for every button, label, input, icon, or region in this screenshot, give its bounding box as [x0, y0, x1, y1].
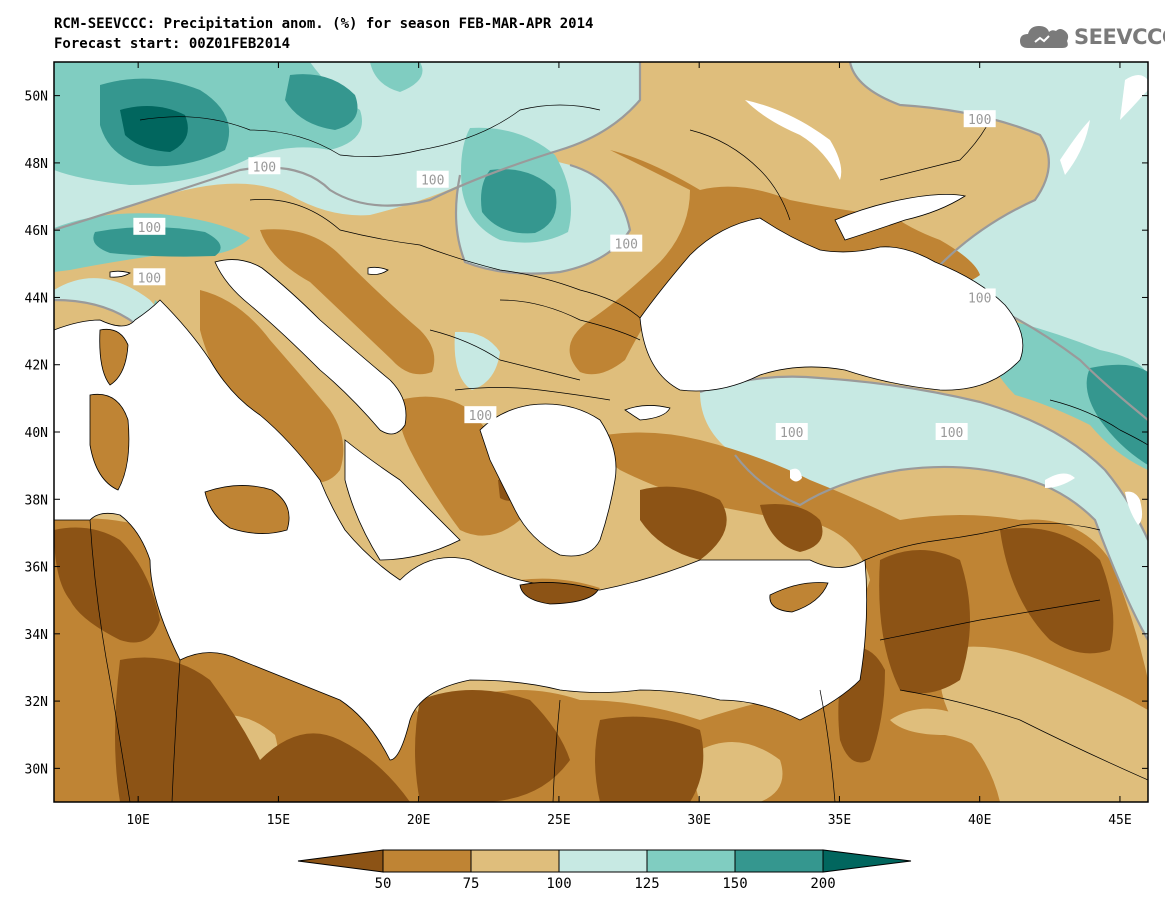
map-title: RCM-SEEVCCC: Precipitation anom. (%) for…	[54, 14, 593, 54]
contour-label: 100	[615, 238, 638, 253]
contour-label-bg	[935, 423, 968, 440]
colorbar-segment	[646, 849, 736, 873]
lon-tick-label: 25E	[547, 813, 570, 828]
colorbar-label: 50	[375, 876, 392, 892]
colorbar-label: 125	[634, 876, 659, 892]
contour-label-bg	[610, 234, 643, 252]
colorbar-high-arrow	[822, 849, 912, 873]
contour-label-bg	[133, 217, 166, 235]
lon-tick-label: 35E	[828, 813, 851, 828]
missing-data-patches	[745, 75, 1148, 525]
title-line-1: RCM-SEEVCCC: Precipitation anom. (%) for…	[54, 16, 594, 32]
lon-tick-label: 10E	[126, 813, 149, 828]
contour-label: 100	[138, 221, 161, 236]
contour-label-bg	[775, 423, 808, 440]
lat-tick-label: 50N	[25, 90, 48, 105]
longitude-axis: 10E 15E 20E 25E 30E 35E 40E 45E	[126, 62, 1132, 828]
contour-label: 100	[780, 426, 803, 441]
contour-label-bg	[248, 157, 281, 175]
lat-tick-label: 40N	[25, 426, 48, 441]
colorbar-label: 200	[810, 876, 835, 892]
colorbar-label: 75	[463, 876, 480, 892]
colorbar-segment	[382, 849, 472, 873]
lat-tick-label: 46N	[25, 224, 48, 239]
contour-label: 100	[940, 426, 963, 441]
contour-label: 100	[469, 409, 492, 424]
lat-tick-label: 38N	[25, 493, 48, 508]
colorbar-label: 150	[722, 876, 747, 892]
lat-tick-label: 30N	[25, 762, 48, 777]
latitude-axis: 50N 48N 46N 44N 42N 40N 38N 36N 34N 32N 30N	[25, 90, 1148, 777]
cloud-icon	[1020, 26, 1069, 48]
colorbar-segment	[734, 849, 824, 873]
borders	[89, 104, 1148, 802]
contour-label: 100	[421, 174, 444, 189]
colorbar-label: 100	[546, 876, 571, 892]
lat-tick-label: 48N	[25, 157, 48, 172]
colorbar-low-arrow	[297, 849, 384, 873]
contour-label: 100	[253, 160, 276, 175]
lon-tick-label: 15E	[267, 813, 290, 828]
contour-label: 100	[138, 271, 161, 286]
title-line-2: Forecast start: 00Z01FEB2014	[54, 36, 291, 52]
contour-label: 100	[968, 291, 991, 306]
lat-tick-label: 32N	[25, 695, 48, 710]
contour-label-bg	[464, 406, 497, 424]
lat-tick-label: 34N	[25, 628, 48, 643]
lon-tick-label: 45E	[1108, 813, 1131, 828]
lat-tick-label: 44N	[25, 291, 48, 306]
lat-tick-label: 36N	[25, 561, 48, 576]
lon-tick-label: 40E	[968, 813, 991, 828]
seevccc-logo: SEEVCCC	[1018, 22, 1165, 52]
contour-labels: 100 100 100 100 100 100 100 100 100 100	[133, 110, 996, 441]
lon-tick-label: 30E	[687, 813, 710, 828]
lat-tick-label: 42N	[25, 359, 48, 374]
sea-mask	[54, 194, 1024, 761]
contour-label-bg	[133, 268, 166, 286]
islands	[89, 328, 829, 613]
contour-label-bg	[416, 170, 449, 188]
lon-tick-label: 20E	[407, 813, 430, 828]
colorbar-segment	[470, 849, 560, 873]
logo-text: SEEVCCC	[1074, 25, 1165, 49]
contour-label-bg	[963, 110, 996, 128]
contour-label: 100	[968, 113, 991, 128]
contour-label-bg	[963, 288, 996, 306]
colorbar: 50 75 100 125 150 200	[297, 849, 912, 892]
anomaly-fields: 100 100 100 100 100 100 100 100 100 100	[54, 62, 1148, 802]
colorbar-segment	[558, 849, 648, 873]
